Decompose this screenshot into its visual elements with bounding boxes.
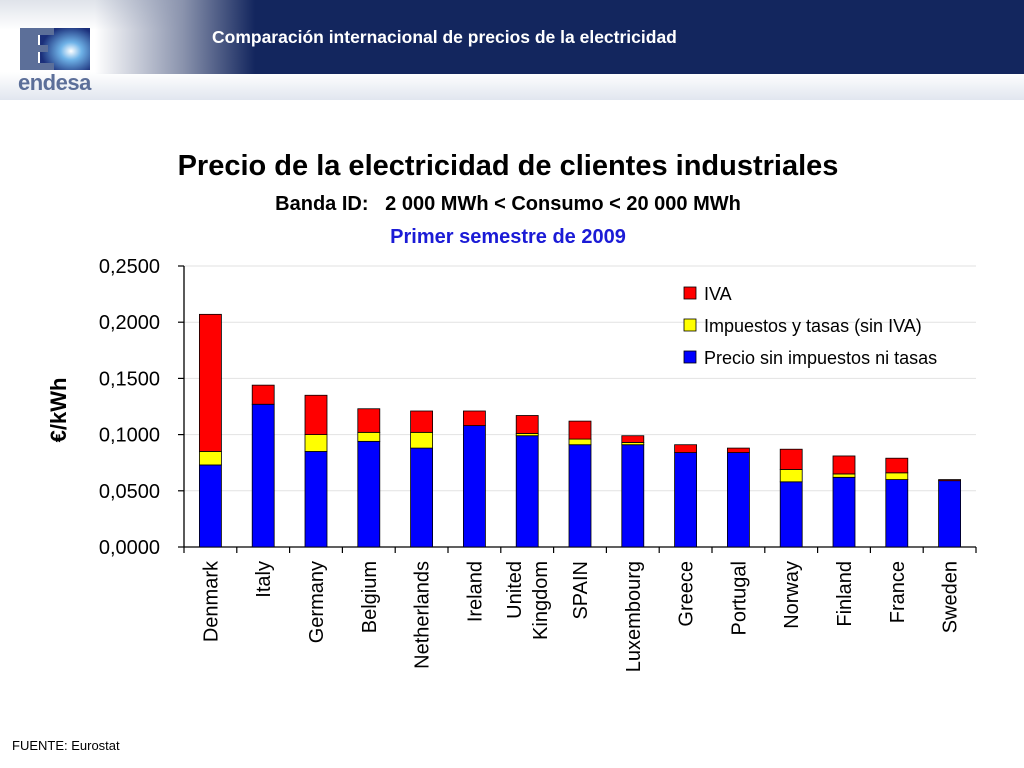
bar-segment: [885, 472, 909, 480]
bar-segment: [410, 447, 434, 548]
bar-segment: [304, 434, 328, 452]
x-tick-label: United: [504, 561, 526, 619]
y-tick-label: 0,1000: [99, 425, 160, 447]
x-tick-label: Kingdom: [530, 561, 552, 640]
y-tick-label: 0,2000: [99, 312, 160, 334]
x-tick-label: Germany: [306, 561, 328, 643]
logo-wordmark: endesa: [18, 70, 91, 95]
bar-segment: [779, 469, 803, 483]
x-tick-label: SPAIN: [570, 561, 592, 620]
bar-segment: [621, 444, 645, 548]
bar-segment: [832, 476, 856, 548]
x-tick-label: France: [887, 561, 909, 623]
y-tick-label: 0,2500: [99, 256, 160, 278]
x-tick-label: Belgium: [359, 561, 381, 633]
bar-segment: [832, 473, 856, 478]
bar-segment: [198, 464, 222, 548]
legend-label: Impuestos y tasas (sin IVA): [704, 316, 922, 336]
legend-swatch: [683, 318, 697, 332]
x-tick-label: Finland: [834, 561, 856, 627]
bar-segment: [357, 408, 381, 433]
bar-segment: [462, 410, 486, 427]
bar-segment: [568, 420, 592, 440]
bar-segment: [357, 440, 381, 548]
x-tick-label: Italy: [253, 561, 275, 598]
bar-segment: [779, 481, 803, 548]
x-tick-label: Sweden: [940, 561, 962, 633]
x-tick-label: Denmark: [200, 560, 222, 642]
header-bar: [255, 0, 1024, 74]
bar-segment: [568, 438, 592, 446]
legend-swatch: [683, 286, 697, 300]
bar-segment: [885, 457, 909, 474]
x-tick-label: Netherlands: [412, 561, 434, 669]
bar-segment: [674, 452, 697, 548]
chart-period: Primer semestre de 2009: [390, 226, 626, 248]
bar-segment: [410, 431, 434, 449]
bar-segment: [410, 410, 434, 433]
bar-segment: [832, 455, 856, 475]
x-tick-label: Portugal: [728, 561, 750, 636]
endesa-logo-icon: [20, 28, 90, 70]
bar-segment: [568, 444, 592, 548]
legend-label: IVA: [704, 284, 732, 304]
source-note: FUENTE: Eurostat: [12, 738, 120, 753]
bar-segment: [938, 480, 961, 548]
bar-segment: [198, 313, 222, 452]
bar-segment: [727, 452, 750, 548]
x-tick-label: Norway: [781, 561, 803, 629]
bar-segment: [779, 448, 803, 470]
bar-segment: [515, 435, 539, 548]
bar-segment: [727, 447, 750, 453]
chart-title: Precio de la electricidad de clientes in…: [177, 150, 839, 182]
bar-segment: [251, 403, 275, 548]
header-gradient: [95, 0, 255, 74]
slide-title: Comparación internacional de precios de …: [212, 27, 677, 47]
legend-label: Precio sin impuestos ni tasas: [704, 348, 937, 368]
bar-segment: [198, 451, 222, 466]
y-tick-label: 0,0500: [99, 481, 160, 503]
legend-swatch: [683, 350, 697, 364]
chart-subtitle: Banda ID: 2 000 MWh < Consumo < 20 000 M…: [275, 193, 741, 215]
y-tick-label: 0,0000: [99, 537, 160, 559]
bar-segment: [885, 479, 909, 548]
x-tick-label: Ireland: [464, 561, 486, 622]
y-axis-label: €/kWh: [46, 378, 71, 443]
y-tick-label: 0,1500: [99, 368, 160, 390]
bar-segment: [674, 444, 697, 453]
x-tick-label: Greece: [676, 561, 698, 627]
bar-segment: [462, 425, 486, 548]
bar-segment: [251, 384, 275, 405]
bar-segment: [304, 451, 328, 548]
bar-segment: [621, 435, 645, 443]
bar-segment: [515, 415, 539, 434]
bar-segment: [938, 479, 961, 482]
x-tick-label: Luxembourg: [623, 561, 645, 672]
bar-segment: [304, 394, 328, 436]
bar-segment: [357, 431, 381, 442]
